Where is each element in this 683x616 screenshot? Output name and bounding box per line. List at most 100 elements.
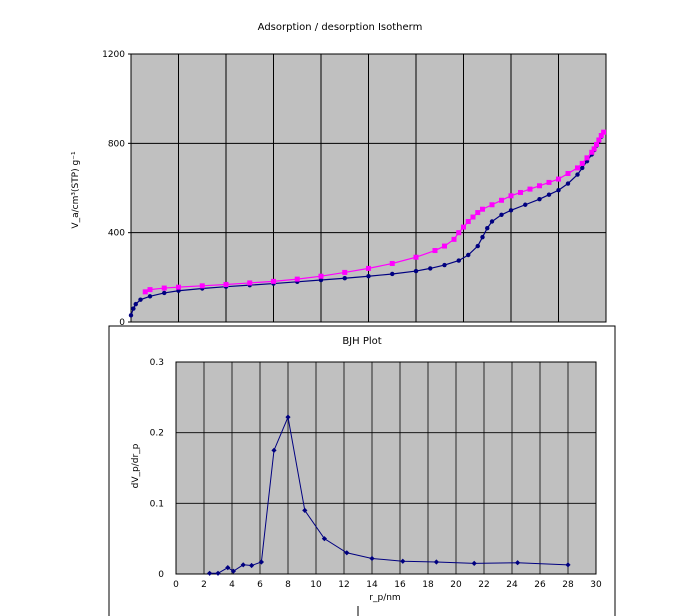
isotherm-data-point [390,271,395,277]
isotherm-data-point [489,219,495,224]
isotherm-data-point [318,273,324,279]
isotherm-data-point [128,313,134,318]
bjh-x-tick-label: 4 [229,580,235,590]
isotherm-data-point [131,306,136,311]
bjh-y-ticks: 0 0.1 0.2 0.3 [150,358,165,580]
isotherm-chart: Adsorption / desorption Isotherm 1200 800… [71,22,607,328]
isotherm-data-point [594,141,599,147]
isotherm-data-point [475,243,480,249]
bjh-data-point [565,562,571,568]
bjh-data-point [207,570,213,576]
isotherm-y-tick-label: 1200 [102,50,125,60]
isotherm-data-point [133,301,138,307]
bjh-x-tick-label: 22 [478,580,489,590]
bjh-data-point [215,570,221,576]
isotherm-series [128,129,607,318]
isotherm-data-point [537,196,542,202]
isotherm-data-point [342,269,348,275]
isotherm-data-point [465,219,471,224]
isotherm-data-point [565,181,571,186]
isotherm-data-point [247,280,253,286]
bjh-data-point [258,559,264,565]
isotherm-data-point [556,188,561,193]
bjh-data-point [321,536,327,542]
isotherm-data-point [147,287,153,293]
bjh-data-point [433,559,439,565]
bjh-x-tick-label: 18 [422,580,434,590]
isotherm-data-point [366,265,371,271]
isotherm-data-point [584,155,590,161]
isotherm-data-point [413,254,419,260]
isotherm-data-point [161,285,167,291]
isotherm-data-point [601,129,607,135]
isotherm-data-point [432,248,438,254]
bjh-data-point [249,562,255,569]
isotherm-data-point [294,276,300,282]
isotherm-data-point [466,252,471,258]
isotherm-data-point [546,192,552,197]
isotherm-data-point [591,146,597,152]
isotherm-data-point [470,214,476,220]
isotherm-data-point [508,208,514,213]
bjh-data-point [302,507,308,513]
isotherm-data-point [565,170,571,176]
isotherm-data-point [428,266,433,271]
bjh-x-tick-label: 2 [201,580,207,590]
isotherm-data-point [475,210,481,216]
bjh-data-point [271,447,277,453]
bjh-x-tick-label: 26 [534,580,546,590]
isotherm-data-point [596,137,602,143]
isotherm-data-point [162,290,167,296]
isotherm-title: Adsorption / desorption Isotherm [258,22,423,33]
bjh-data-point [230,568,236,574]
bjh-title: BJH Plot [342,336,381,347]
isotherm-data-point [499,212,504,217]
bjh-x-tick-label: 20 [450,580,462,590]
isotherm-data-point [342,276,347,281]
isotherm-data-point [580,165,585,171]
isotherm-gridlines [131,54,606,322]
bjh-plot-area [175,361,597,575]
isotherm-data-point [575,172,580,177]
bjh-y-tick-label: 0.3 [150,358,164,368]
isotherm-y-axis-label: V_a/cm³(STP) g⁻¹ [71,151,81,229]
isotherm-data-point [598,133,604,139]
isotherm-data-point [461,224,466,230]
isotherm-data-point [147,294,153,299]
isotherm-data-point [442,262,447,268]
bjh-x-tick-label: 6 [257,580,263,590]
isotherm-data-point [318,277,324,283]
isotherm-data-point [413,268,419,274]
isotherm-data-point [176,284,181,290]
bjh-x-ticks: 0 2 4 6 8 10 12 14 16 18 20 22 24 26 28 30 [173,580,602,590]
isotherm-data-point [451,236,457,242]
bjh-y-tick-label: 0.1 [150,499,164,509]
isotherm-data-point [480,206,485,212]
isotherm-data-point [527,186,533,192]
bjh-gridlines [176,362,596,574]
isotherm-data-point [579,160,585,166]
isotherm-data-point [389,260,395,266]
bjh-x-tick-label: 10 [310,580,322,590]
bjh-y-tick-label: 0.2 [150,429,164,439]
isotherm-data-point [589,149,595,155]
isotherm-data-point [518,189,523,195]
isotherm-y-tick-label: 800 [108,139,125,149]
bjh-data-point [400,558,406,564]
bjh-x-tick-label: 24 [506,580,518,590]
isotherm-data-point [223,281,229,287]
isotherm-data-point [575,165,580,171]
isotherm-data-point [456,258,461,263]
bjh-x-tick-label: 28 [562,580,574,590]
bjh-series [207,414,571,576]
isotherm-data-point [537,183,542,189]
isotherm-data-point [499,197,504,203]
bjh-data-point [515,560,521,566]
isotherm-data-point [485,226,490,231]
isotherm-data-point [546,179,552,185]
isotherm-data-point [508,193,514,199]
bjh-data-point [240,562,246,568]
isotherm-data-point [489,202,495,208]
bjh-x-tick-label: 8 [285,580,291,590]
